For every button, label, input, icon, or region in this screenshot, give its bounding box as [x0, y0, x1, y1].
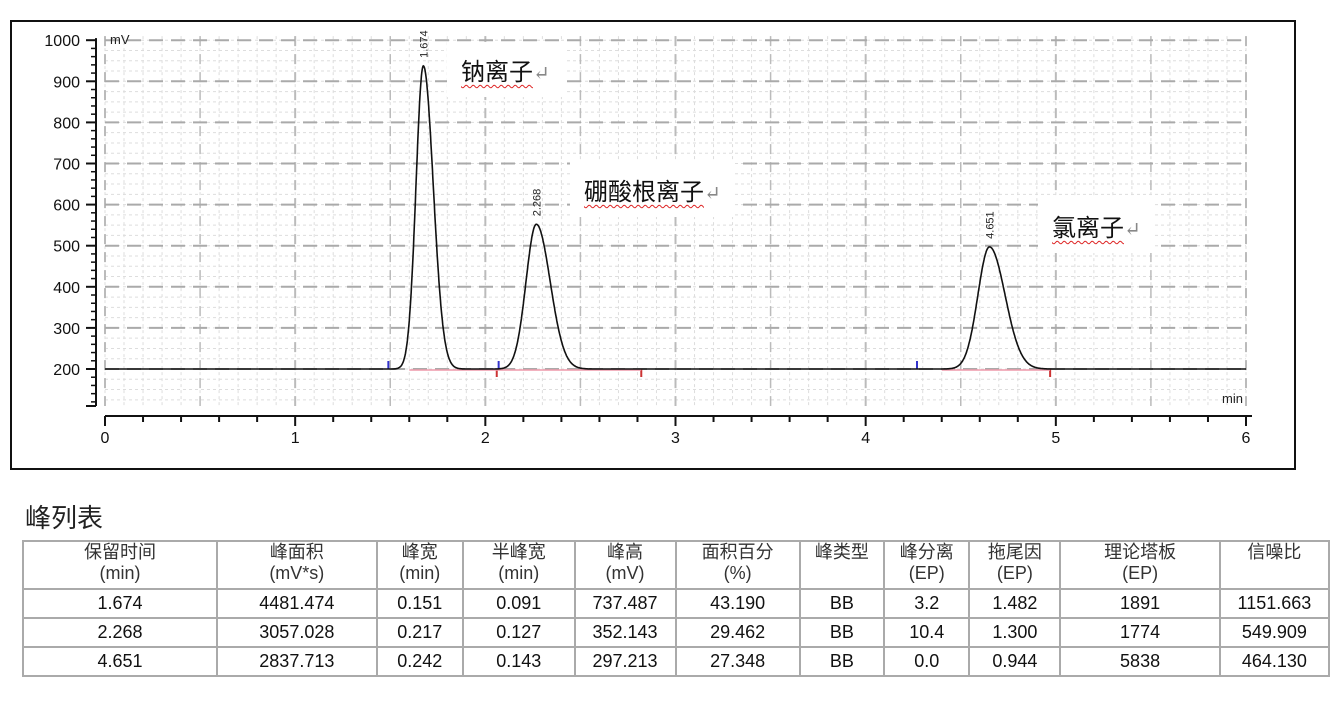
- table-cell: 737.487: [573, 588, 677, 619]
- column-header: 峰类型: [798, 540, 885, 590]
- y-tick-label: 700: [53, 157, 80, 174]
- table-cell: 3.2: [882, 588, 971, 619]
- table-cell: 29.462: [674, 617, 801, 648]
- x-tick-label: 1: [291, 430, 300, 447]
- table-cell: BB: [798, 617, 885, 648]
- signal-trace: [105, 64, 1246, 370]
- table-cell: 1774: [1059, 617, 1221, 648]
- table-cell: 4.651: [21, 646, 219, 677]
- x-tick-label: 5: [1051, 430, 1060, 447]
- column-header: 拖尾因 (EP): [968, 540, 1062, 590]
- peak-table: 保留时间 (min) 峰面积 (mV*s) 峰宽 (min) 半峰宽 (min) 峰高 (mV) 面…: [21, 540, 1330, 677]
- peak-label-3: 氯离子↵: [1038, 198, 1155, 253]
- table-cell: 0.127: [461, 617, 576, 648]
- table-cell: 1.300: [968, 617, 1062, 648]
- table-cell: 297.213: [573, 646, 677, 677]
- x-axis-unit: min: [1222, 391, 1243, 406]
- table-row: 4.651 2837.713 0.242 0.143 297.213 27.348 BB 0.…: [21, 646, 1330, 677]
- table-row: 2.268 3057.028 0.217 0.127 352.143 29.462 BB 10…: [21, 617, 1330, 648]
- table-cell: 1151.663: [1218, 588, 1330, 619]
- table-cell: 0.091: [461, 588, 576, 619]
- table-cell: 0.217: [375, 617, 464, 648]
- y-tick-label: 600: [53, 198, 80, 215]
- peak-label-2: 硼酸根离子↵: [570, 162, 735, 217]
- table-cell: BB: [798, 646, 885, 677]
- table-cell: 464.130: [1218, 646, 1330, 677]
- x-tick-label: 3: [671, 430, 680, 447]
- column-header: 保留时间 (min): [21, 540, 219, 590]
- table-cell: 27.348: [674, 646, 801, 677]
- y-tick-label: 900: [53, 74, 80, 91]
- y-tick-label: 300: [53, 321, 80, 338]
- peak-label-text: 氯离子: [1052, 214, 1124, 242]
- table-cell: BB: [798, 588, 885, 619]
- table-cell: 352.143: [573, 617, 677, 648]
- table-cell: 0.944: [968, 646, 1062, 677]
- y-tick-label: 800: [53, 115, 80, 132]
- column-header: 半峰宽 (min): [461, 540, 576, 590]
- table-cell: 10.4: [882, 617, 971, 648]
- peak-label-1: 钠离子↵: [447, 42, 564, 97]
- y-axis-unit: mV: [110, 32, 130, 47]
- x-tick-label: 4: [861, 430, 870, 447]
- x-tick-label: 0: [101, 430, 110, 447]
- column-header: 峰分离 (EP): [882, 540, 971, 590]
- y-tick-label: 200: [53, 362, 80, 379]
- table-cell: 5838: [1059, 646, 1221, 677]
- table-cell: 2837.713: [216, 646, 378, 677]
- x-tick-label: 6: [1242, 430, 1251, 447]
- peak-rt-label: 4.651: [984, 211, 996, 239]
- table-cell: 1.674: [21, 588, 219, 619]
- table-cell: 43.190: [674, 588, 801, 619]
- peak-label-text: 硼酸根离子: [584, 178, 704, 206]
- x-tick-label: 2: [481, 430, 490, 447]
- chromatogram-frame: [10, 20, 1296, 470]
- peak-label-text: 钠离子: [461, 58, 533, 86]
- column-header: 峰面积 (mV*s): [216, 540, 378, 590]
- table-row: 1.674 4481.474 0.151 0.091 737.487 43.190 BB 3.…: [21, 588, 1330, 619]
- table-cell: 0.242: [375, 646, 464, 677]
- y-tick-label: 1000: [44, 33, 80, 50]
- chromatogram-chart: 200 300 400 500 600 700 800 900 1000 mV 0 1 2 3 4 5 6 min…: [44, 30, 1252, 447]
- table-cell: 0.0: [882, 646, 971, 677]
- column-header: 峰宽 (min): [375, 540, 464, 590]
- column-header: 信噪比: [1218, 540, 1330, 590]
- peak-table-title: 峰列表: [25, 504, 104, 534]
- table-cell: 3057.028: [216, 617, 378, 648]
- column-header: 峰高 (mV): [573, 540, 677, 590]
- table-cell: 2.268: [21, 617, 219, 648]
- peak-rt-label: 2.268: [531, 189, 543, 217]
- column-header: 理论塔板 (EP): [1059, 540, 1221, 590]
- peak-rt-label: 1.674: [418, 30, 430, 58]
- y-tick-label: 500: [53, 239, 80, 256]
- table-cell: 0.151: [375, 588, 464, 619]
- table-cell: 1891: [1059, 588, 1221, 619]
- table-cell: 549.909: [1218, 617, 1330, 648]
- column-header: 面积百分 (%): [674, 540, 801, 590]
- y-tick-label: 400: [53, 280, 80, 297]
- table-cell: 1.482: [968, 588, 1062, 619]
- table-cell: 4481.474: [216, 588, 378, 619]
- table-cell: 0.143: [461, 646, 576, 677]
